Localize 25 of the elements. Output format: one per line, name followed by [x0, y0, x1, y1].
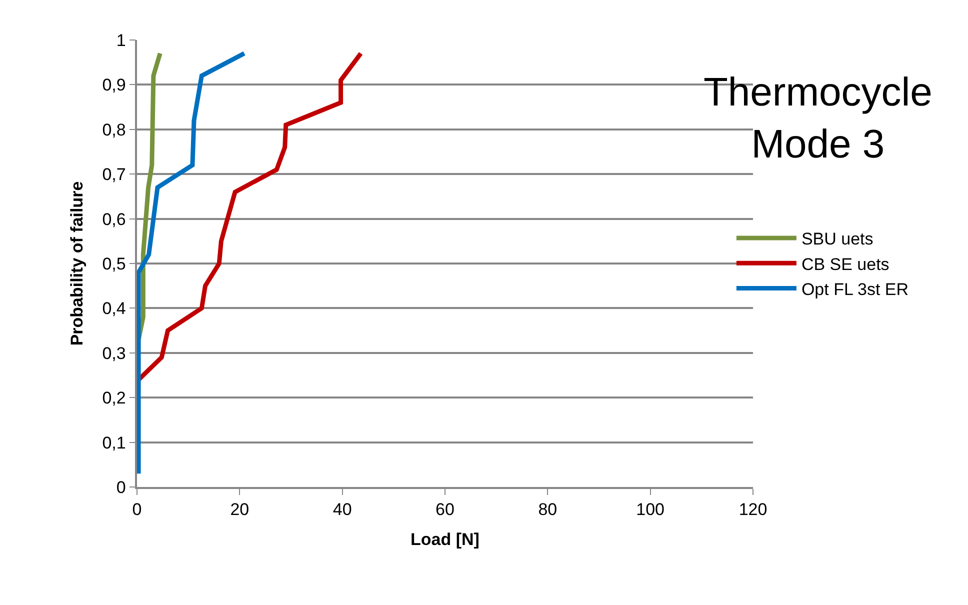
y-tick-label: 0,9 — [102, 76, 126, 95]
x-tick-label: 60 — [436, 500, 454, 520]
x-tick-label: 120 — [738, 500, 768, 520]
y-tick-label: 0,3 — [102, 344, 126, 363]
y-tick-label: 0,1 — [102, 433, 126, 452]
y-tick-label: 0,4 — [102, 299, 126, 318]
x-tick-label: 100 — [636, 500, 665, 520]
y-tick-label: 0 — [116, 478, 126, 497]
y-tick-label: 0,5 — [102, 254, 126, 274]
y-axis-title: Probability of failure — [67, 181, 86, 346]
y-tick-label: 0,8 — [102, 120, 126, 140]
x-tick-label: 80 — [538, 500, 558, 520]
x-tick-label: 40 — [332, 500, 352, 520]
y-tick-label: 0,2 — [102, 388, 126, 408]
legend-label: CB SE uets — [801, 254, 890, 274]
line-series — [137, 51, 247, 476]
y-tick-label: 1 — [116, 30, 126, 50]
x-axis-title: Load [N] — [410, 530, 480, 550]
y-tick-label: 0,7 — [102, 165, 126, 184]
y-tick-label: 0,6 — [102, 210, 126, 229]
x-tick-label: 0 — [132, 500, 142, 520]
legend-label: Opt FL 3st ER — [801, 280, 909, 299]
text: Thermocycle Mode 3 — [703, 70, 932, 166]
legend-label: SBU uets — [801, 230, 874, 249]
x-tick-label: 20 — [230, 500, 250, 520]
